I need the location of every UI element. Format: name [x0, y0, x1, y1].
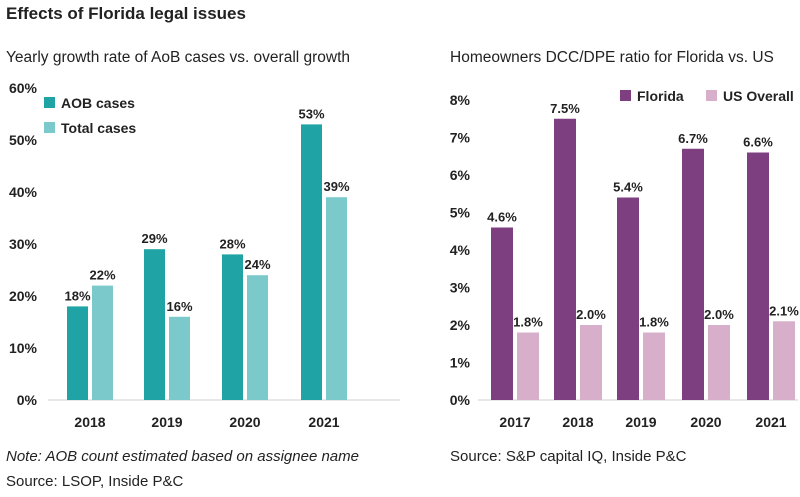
figure-title: Effects of Florida legal issues	[6, 4, 246, 23]
bar-florida-2017	[491, 227, 513, 400]
bar-total-cases-2018	[92, 285, 113, 400]
data-label: 1.8%	[513, 315, 543, 330]
data-label: 7.5%	[550, 101, 580, 116]
y-tick-label: 40%	[9, 184, 38, 200]
y-tick-label: 60%	[9, 80, 38, 96]
right-chart: 0% 1% 2% 3% 4% 5% 6% 7% 8% 4.6% 1.8% 2017 7.5% 2.0% 20…	[450, 88, 799, 430]
y-tick-label: 5%	[450, 205, 471, 221]
legend-swatch	[620, 90, 631, 101]
bar-florida-2018	[554, 118, 576, 400]
bar-florida-2020	[682, 148, 704, 400]
data-label: 39%	[323, 179, 349, 194]
legend-label: Total cases	[61, 120, 136, 136]
x-tick-label: 2020	[229, 414, 260, 430]
x-tick-label: 2017	[499, 414, 530, 430]
y-tick-label: 6%	[450, 167, 471, 183]
data-label: 24%	[244, 257, 270, 272]
y-tick-label: 0%	[450, 392, 471, 408]
left-chart: 0% 10% 20% 30% 40% 50% 60% 18% 22% 2018 29% 16% 2019…	[9, 80, 400, 430]
legend-label: Florida	[637, 88, 684, 104]
data-label: 22%	[89, 268, 115, 283]
data-label: 53%	[298, 106, 324, 121]
legend-swatch	[706, 90, 717, 101]
left-note: Note: AOB count estimated based on assig…	[6, 448, 359, 465]
bar-aob-cases-2020	[222, 254, 243, 400]
y-tick-label: 10%	[9, 340, 38, 356]
x-tick-label: 2021	[755, 414, 786, 430]
data-label: 18%	[64, 288, 90, 303]
y-tick-label: 4%	[450, 242, 471, 258]
data-label: 6.6%	[743, 135, 773, 150]
bar-us-overall-2020	[708, 325, 730, 400]
right-chart-title: Homeowners DCC/DPE ratio for Florida vs.…	[450, 49, 774, 66]
data-label: 28%	[219, 236, 245, 251]
bar-aob-cases-2019	[144, 249, 165, 400]
bar-us-overall-2018	[580, 325, 602, 400]
y-tick-label: 50%	[9, 132, 38, 148]
y-tick-label: 7%	[450, 130, 471, 146]
data-label: 1.8%	[639, 315, 669, 330]
data-label: 2.0%	[576, 307, 606, 322]
bar-us-overall-2019	[643, 332, 665, 400]
y-tick-label: 3%	[450, 280, 471, 296]
right-source: Source: S&P capital IQ, Inside P&C	[450, 448, 687, 465]
y-tick-label: 2%	[450, 317, 471, 333]
x-tick-label: 2018	[74, 414, 105, 430]
bar-total-cases-2019	[169, 316, 190, 400]
data-label: 2.0%	[704, 307, 734, 322]
bar-aob-cases-2021	[301, 124, 322, 401]
y-tick-label: 0%	[17, 392, 38, 408]
x-tick-label: 2020	[690, 414, 721, 430]
data-label: 4.6%	[487, 210, 517, 225]
bar-florida-2021	[747, 152, 769, 400]
data-label: 16%	[166, 299, 192, 314]
x-tick-label: 2021	[308, 414, 339, 430]
bar-aob-cases-2018	[67, 306, 88, 400]
y-tick-label: 8%	[450, 92, 471, 108]
y-tick-label: 1%	[450, 355, 471, 371]
legend-swatch	[44, 97, 55, 108]
bar-total-cases-2020	[247, 275, 268, 400]
bar-us-overall-2021	[773, 321, 795, 400]
data-label: 2.1%	[769, 303, 799, 318]
x-tick-label: 2018	[562, 414, 593, 430]
bar-florida-2019	[617, 197, 639, 400]
y-tick-label: 30%	[9, 236, 38, 252]
data-label: 29%	[141, 231, 167, 246]
x-tick-label: 2019	[151, 414, 182, 430]
data-label: 6.7%	[678, 131, 708, 146]
left-chart-title: Yearly growth rate of AoB cases vs. over…	[6, 49, 350, 66]
bar-total-cases-2021	[326, 197, 347, 400]
bar-us-overall-2017	[517, 332, 539, 400]
y-tick-label: 20%	[9, 288, 38, 304]
x-tick-label: 2019	[625, 414, 656, 430]
data-label: 5.4%	[613, 180, 643, 195]
legend-label: AOB cases	[61, 95, 135, 111]
legend-swatch	[44, 122, 55, 133]
left-source: Source: LSOP, Inside P&C	[6, 473, 183, 490]
legend-label: US Overall	[723, 88, 794, 104]
